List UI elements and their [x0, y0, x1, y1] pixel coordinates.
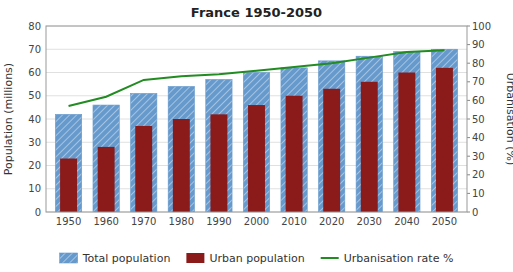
- grid: [46, 26, 467, 212]
- y2-tick-label: 80: [472, 58, 485, 69]
- bar: [286, 96, 303, 212]
- x-tick-label: 2040: [394, 216, 419, 227]
- y2-tick-label: 0: [472, 207, 478, 218]
- y2-tick-label: 10: [472, 188, 485, 199]
- x-tick-label: 1960: [93, 216, 118, 227]
- y2-tick-label: 50: [472, 114, 485, 125]
- y2-axis-label: Urbanisation (%): [504, 73, 513, 165]
- bar: [98, 147, 115, 212]
- y2-tick-label: 60: [472, 95, 485, 106]
- line: [69, 50, 445, 106]
- y-axis-label: Population (millions): [2, 63, 15, 175]
- y-tick-label: 20: [28, 160, 41, 171]
- bar: [431, 49, 457, 212]
- legend-swatch: [186, 253, 204, 263]
- bar: [93, 105, 119, 212]
- bar: [168, 86, 194, 212]
- y2-tick-label: 20: [472, 169, 485, 180]
- x-tick-label: 1980: [169, 216, 194, 227]
- bar: [356, 56, 382, 212]
- y-tick-label: 10: [28, 183, 41, 194]
- y2-tick-label: 90: [472, 39, 485, 50]
- bar: [55, 114, 81, 212]
- y2-tick-label: 40: [472, 132, 485, 143]
- bar: [319, 61, 345, 212]
- legend: Total population Urban population Urbanisa…: [60, 252, 454, 265]
- y-tick-label: 30: [28, 137, 41, 148]
- bar: [243, 73, 269, 213]
- y-tick-label: 80: [28, 21, 41, 32]
- legend-item: Total population: [60, 252, 171, 265]
- bar: [248, 105, 265, 212]
- x-tick-label: 2000: [244, 216, 269, 227]
- bar: [436, 68, 453, 212]
- y2-tick-label: 100: [472, 21, 491, 32]
- legend-label: Urbanisation rate %: [344, 252, 454, 265]
- legend-swatch: [60, 253, 78, 263]
- x-tick-label: 2020: [319, 216, 344, 227]
- bar: [281, 68, 307, 212]
- y-tick-label: 60: [28, 67, 41, 78]
- y-tick-label: 70: [28, 44, 41, 55]
- x-tick-label: 2030: [357, 216, 382, 227]
- bar: [210, 114, 227, 212]
- x-tick-label: 1950: [56, 216, 81, 227]
- bar: [398, 73, 415, 213]
- bar-series: [55, 49, 457, 212]
- x-tick-label: 2010: [281, 216, 306, 227]
- title: France 1950-2050: [191, 5, 322, 20]
- legend-label: Urban population: [209, 252, 304, 265]
- legend-swatch: [321, 257, 339, 259]
- legend-item: Urban population: [186, 252, 304, 265]
- grid-line: [46, 49, 467, 50]
- bar: [206, 79, 232, 212]
- bar: [361, 82, 378, 212]
- bar: [131, 93, 157, 212]
- legend-item: Urbanisation rate %: [321, 252, 454, 265]
- x-tick-label: 1970: [131, 216, 156, 227]
- bar: [394, 52, 420, 212]
- y2-tick-label: 70: [472, 76, 485, 87]
- y-tick-label: 50: [28, 90, 41, 101]
- y-tick-label: 40: [28, 114, 41, 125]
- y2-tick-label: 30: [472, 151, 485, 162]
- legend-label: Total population: [82, 252, 171, 265]
- bar: [135, 126, 152, 212]
- chart: France 1950-2050010203040506070800102030…: [0, 0, 513, 272]
- bar: [173, 119, 190, 212]
- x-tick-label: 1990: [206, 216, 231, 227]
- plot-data: [55, 49, 457, 212]
- plot-frame: [46, 26, 467, 212]
- bar: [323, 89, 340, 212]
- x-tick-label: 2050: [432, 216, 457, 227]
- bar-series: [60, 68, 453, 212]
- bar: [60, 159, 77, 212]
- y-tick-label: 0: [35, 207, 41, 218]
